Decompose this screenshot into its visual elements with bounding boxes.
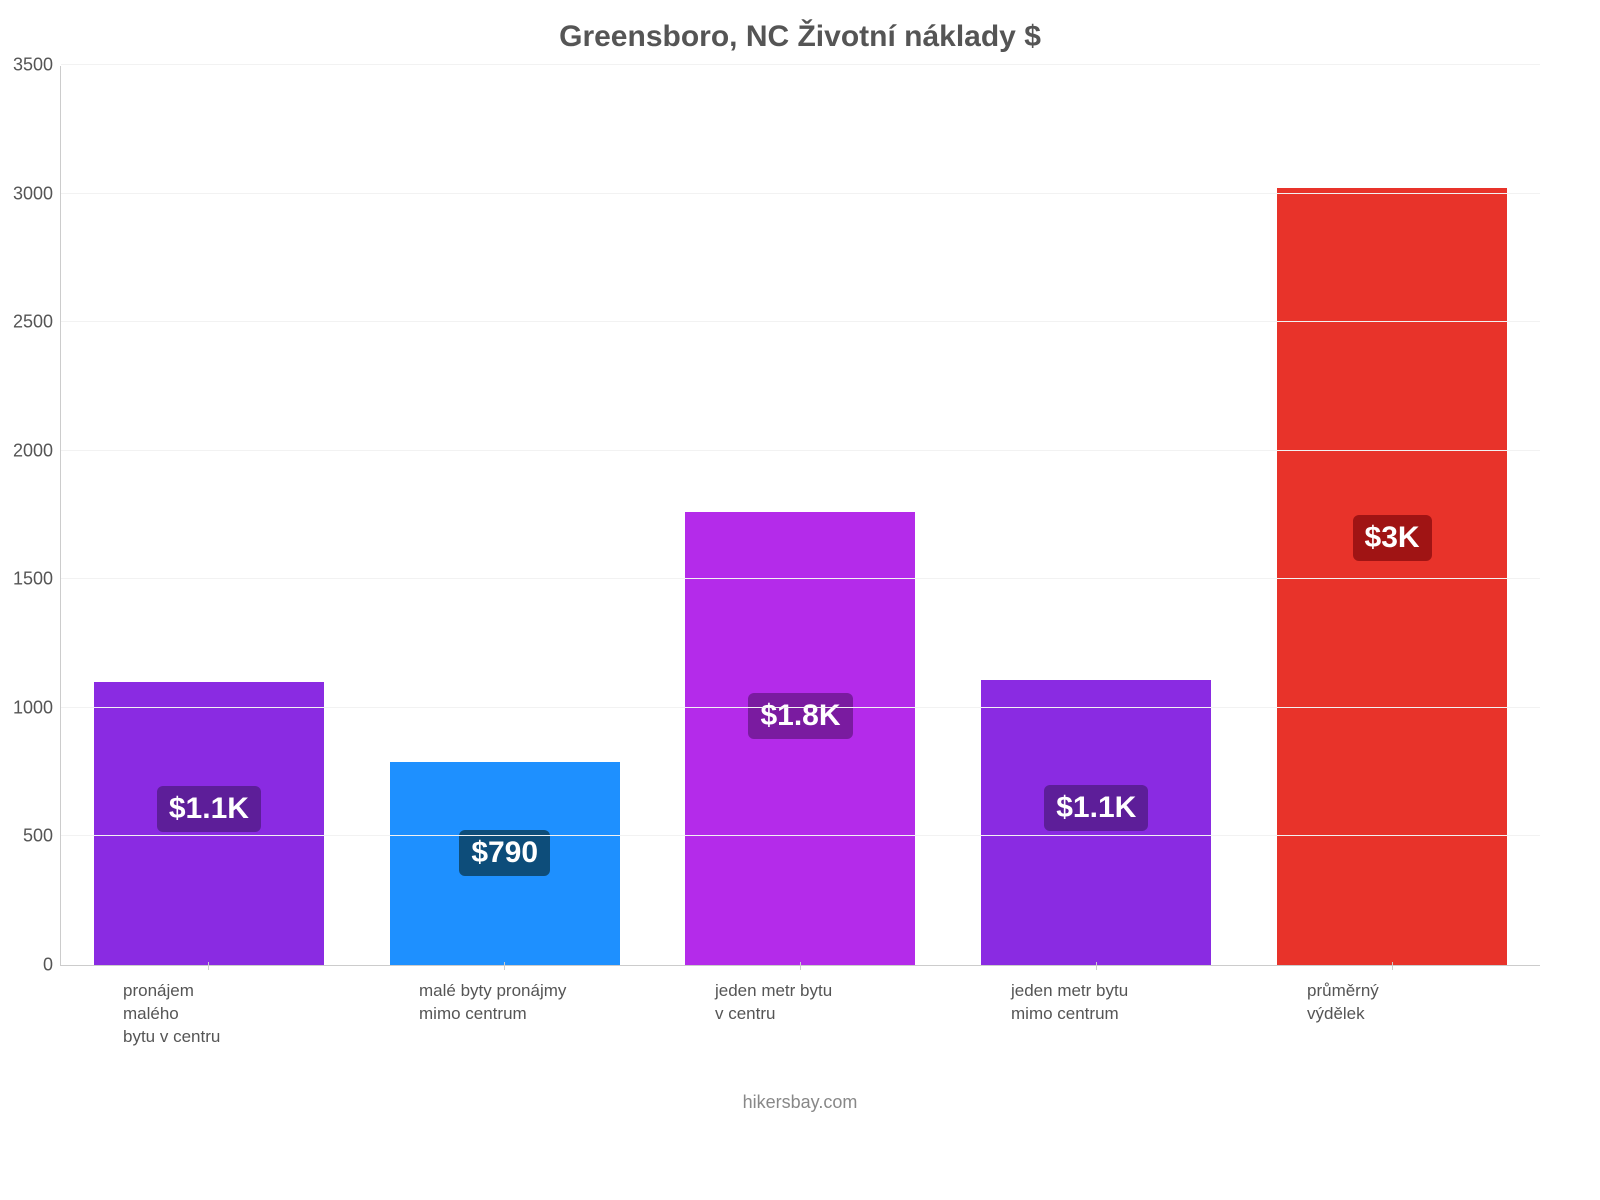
x-tick-cell: malé byty pronájmy mimo centrum xyxy=(364,962,644,1049)
bar-value-label: $1.8K xyxy=(748,693,852,739)
gridline xyxy=(61,321,1540,322)
bar-value-label: $1.1K xyxy=(1044,785,1148,831)
x-tick-label: pronájem malého bytu v centru xyxy=(93,980,323,1049)
gridline xyxy=(61,835,1540,836)
bar: $1.1K xyxy=(94,682,324,965)
x-tick-label: jeden metr bytu v centru xyxy=(685,980,915,1026)
x-tick-label: malé byty pronájmy mimo centrum xyxy=(389,980,619,1026)
x-tick-label: jeden metr bytu mimo centrum xyxy=(981,980,1211,1026)
y-tick-label: 2000 xyxy=(13,440,61,461)
y-tick-label: 1500 xyxy=(13,569,61,590)
gridline xyxy=(61,578,1540,579)
x-tick-cell: jeden metr bytu v centru xyxy=(660,962,940,1049)
y-tick-label: 1000 xyxy=(13,697,61,718)
gridline xyxy=(61,64,1540,65)
y-tick-label: 3000 xyxy=(13,183,61,204)
y-tick-label: 0 xyxy=(43,955,61,976)
x-tick-cell: pronájem malého bytu v centru xyxy=(68,962,348,1049)
bar-slot: $1.1K xyxy=(69,66,349,965)
x-tick-mark xyxy=(800,962,801,970)
bar: $1.1K xyxy=(981,680,1211,965)
x-tick-mark xyxy=(504,962,505,970)
x-tick-mark xyxy=(208,962,209,970)
x-tick-cell: průměrný výdělek xyxy=(1252,962,1532,1049)
bar: $790 xyxy=(390,762,620,965)
x-tick-label: průměrný výdělek xyxy=(1277,980,1507,1026)
y-tick-label: 3500 xyxy=(13,55,61,76)
bar-value-label: $1.1K xyxy=(157,786,261,832)
chart-title: Greensboro, NC Životní náklady $ xyxy=(60,20,1540,54)
y-tick-label: 2500 xyxy=(13,312,61,333)
bar: $1.8K xyxy=(685,512,915,965)
chart-container: Greensboro, NC Životní náklady $ $1.1K $7… xyxy=(60,20,1540,1120)
x-tick-mark xyxy=(1392,962,1393,970)
y-tick-label: 500 xyxy=(23,826,61,847)
footer-credit: hikersbay.com xyxy=(60,1092,1540,1120)
bar-value-label: $790 xyxy=(459,830,550,876)
plot-area: $1.1K$790$1.8K$1.1K$3K 05001000150020002… xyxy=(60,66,1540,966)
bar: $3K xyxy=(1277,188,1507,965)
x-tick-mark xyxy=(1096,962,1097,970)
bars-row: $1.1K $790 $1.8K $1.1K $3K xyxy=(61,66,1540,965)
x-axis-labels: pronájem malého bytu v centru malé byty p… xyxy=(60,962,1540,1049)
gridline xyxy=(61,707,1540,708)
bar-slot: $1.8K xyxy=(660,66,940,965)
bar-slot: $1.1K xyxy=(956,66,1236,965)
x-tick-cell: jeden metr bytu mimo centrum xyxy=(956,962,1236,1049)
bar-value-label: $3K xyxy=(1353,515,1432,561)
gridline xyxy=(61,450,1540,451)
bar-slot: $790 xyxy=(365,66,645,965)
gridline xyxy=(61,193,1540,194)
bar-slot: $3K xyxy=(1252,66,1532,965)
